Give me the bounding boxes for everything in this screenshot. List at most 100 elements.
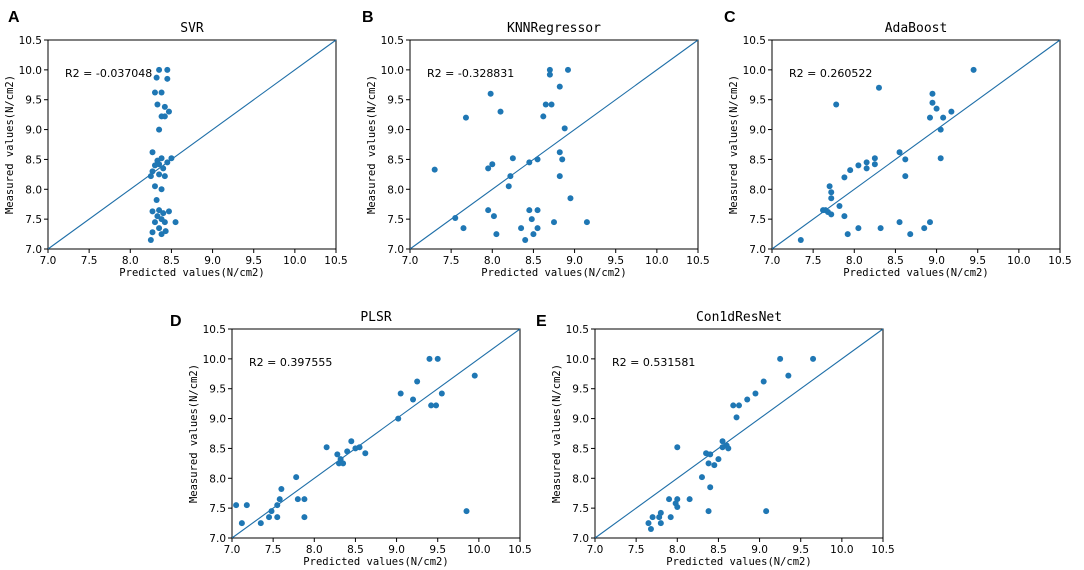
- data-point: [948, 108, 955, 115]
- x-axis-label: Predicted values(N/cm2): [119, 267, 264, 279]
- data-point: [530, 231, 537, 238]
- x-tick-label: 8.5: [887, 255, 904, 267]
- data-point: [744, 396, 751, 403]
- data-point: [667, 514, 674, 521]
- data-point: [777, 355, 784, 362]
- x-tick-label: 7.0: [402, 255, 419, 267]
- y-tick-label: 7.5: [209, 503, 226, 515]
- data-point: [165, 208, 172, 215]
- r2-annotation: R2 = -0.037048: [65, 67, 152, 80]
- data-point: [156, 126, 163, 133]
- data-point: [674, 444, 681, 451]
- x-tick-label: 10.5: [324, 255, 347, 267]
- chart-title: Con1dResNet: [696, 310, 782, 325]
- data-point: [348, 438, 355, 445]
- data-point: [462, 114, 469, 121]
- data-point: [863, 159, 870, 166]
- x-tick-label: 10.5: [508, 544, 531, 556]
- data-point: [522, 237, 529, 244]
- data-point: [933, 105, 940, 112]
- data-point: [896, 149, 903, 156]
- panel-letter: A: [8, 9, 20, 26]
- x-tick-label: 10.0: [1007, 255, 1030, 267]
- data-point: [937, 155, 944, 162]
- panel-letter: E: [536, 313, 547, 330]
- data-point: [785, 372, 792, 379]
- data-point: [493, 231, 500, 238]
- data-point: [937, 126, 944, 133]
- data-point: [433, 402, 440, 409]
- y-tick-label: 7.5: [25, 214, 42, 226]
- panel-letter: B: [362, 9, 374, 26]
- data-point: [896, 219, 903, 226]
- data-point: [715, 456, 722, 463]
- data-point: [164, 75, 171, 82]
- data-point: [165, 108, 172, 115]
- data-point: [335, 460, 342, 467]
- y-tick-label: 10.5: [566, 324, 589, 336]
- data-point: [151, 183, 158, 190]
- data-point: [149, 208, 156, 215]
- data-point: [556, 173, 563, 180]
- data-point: [156, 171, 163, 178]
- y-tick-label: 10.0: [203, 354, 226, 366]
- data-point: [438, 390, 445, 397]
- r2-annotation: R2 = 0.531581: [612, 356, 695, 369]
- x-tick-label: 7.0: [40, 255, 57, 267]
- plot-frame: [47, 39, 337, 250]
- y-axis-label: Measured values(N/cm2): [551, 364, 563, 503]
- x-axis-label: Predicted values(N/cm2): [843, 267, 988, 279]
- data-point: [877, 225, 884, 232]
- plot-frame: [409, 39, 699, 250]
- y-tick-label: 9.5: [572, 384, 589, 396]
- data-point: [656, 514, 663, 521]
- data-point: [485, 165, 492, 172]
- data-point: [161, 103, 168, 110]
- y-tick-label: 10.0: [566, 354, 589, 366]
- data-point: [583, 219, 590, 226]
- data-point: [828, 211, 835, 218]
- data-point: [463, 508, 470, 515]
- data-point: [410, 396, 417, 403]
- data-point: [160, 210, 167, 217]
- y-axis-label: Measured values(N/cm2): [188, 364, 200, 503]
- data-point: [340, 460, 347, 467]
- data-point: [293, 474, 300, 481]
- data-point: [431, 166, 438, 173]
- x-tick-label: 8.5: [525, 255, 542, 267]
- y-tick-label: 10.5: [743, 35, 766, 47]
- data-point: [698, 474, 705, 481]
- panel-letter: D: [170, 313, 182, 330]
- y-tick-label: 9.5: [25, 95, 42, 107]
- x-tick-label: 10.5: [871, 544, 894, 556]
- data-point: [471, 372, 478, 379]
- data-point: [158, 186, 165, 193]
- data-point: [301, 514, 308, 521]
- y-tick-label: 10.0: [19, 65, 42, 77]
- chart-panel-c: C AdaBoost 7.0 7.5 8.0 8.5 9.0 9.5 10.0 10.5 7.0 7.…: [724, 9, 1072, 279]
- data-point: [487, 90, 494, 97]
- data-point: [666, 496, 673, 503]
- plot-frame: [594, 328, 884, 539]
- data-point: [921, 225, 928, 232]
- chart-title: SVR: [180, 21, 204, 36]
- data-point: [926, 219, 933, 226]
- y-tick-label: 9.0: [749, 125, 766, 137]
- data-point: [752, 390, 759, 397]
- y-tick-label: 8.5: [209, 443, 226, 455]
- y-tick-label: 7.0: [209, 533, 226, 545]
- data-point: [151, 219, 158, 226]
- data-point: [426, 355, 433, 362]
- y-tick-label: 8.0: [572, 473, 589, 485]
- data-point: [434, 355, 441, 362]
- x-tick-label: 9.0: [928, 255, 945, 267]
- y-tick-label: 8.0: [209, 473, 226, 485]
- data-point: [902, 156, 909, 163]
- data-point: [926, 114, 933, 121]
- x-tick-label: 7.0: [587, 544, 604, 556]
- data-point: [760, 378, 767, 385]
- data-point: [763, 508, 770, 515]
- y-tick-label: 10.0: [381, 65, 404, 77]
- x-tick-label: 8.0: [484, 255, 501, 267]
